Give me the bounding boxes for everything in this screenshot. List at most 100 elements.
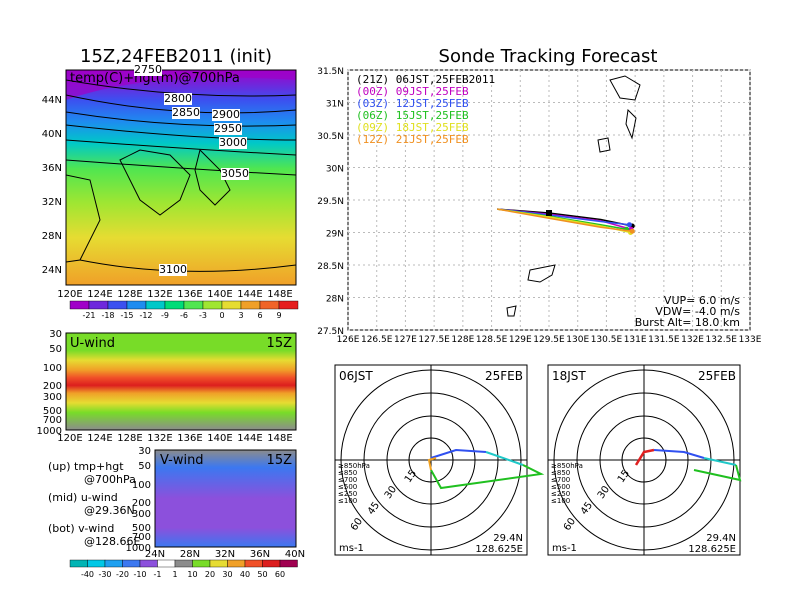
colorbar-label: -3 <box>199 311 207 320</box>
lat-tick-label: 32N <box>42 197 62 208</box>
map-lat-ticks: 44N 40N 36N 32N 28N 24N <box>42 95 62 276</box>
map-lon-ticks: 120E 124E 128E 132E 136E 140E 144E 148E <box>57 289 292 300</box>
lat-tick-label: 28N <box>326 295 344 305</box>
contour-label: 3050 <box>221 167 249 180</box>
pressure-tick-label: 300 <box>43 392 62 403</box>
contour-label: 2950 <box>214 122 242 135</box>
lon-tick-label: 128E <box>117 289 142 300</box>
wind-trace <box>485 451 524 466</box>
contour-label-bg <box>212 109 240 121</box>
wind-colorbar-swatch <box>279 559 298 568</box>
wind-trace <box>693 464 742 482</box>
wind-colorbar-label: 40 <box>240 570 250 579</box>
wind-colorbar-swatch <box>174 559 193 568</box>
wind-trace <box>634 448 655 466</box>
level-legend-entry: ≤100 <box>338 497 357 505</box>
lon-tick-label: 120E <box>57 289 82 300</box>
lat-tick-label: 30N <box>326 165 344 175</box>
lon-tick-label: 144E <box>237 433 262 444</box>
lon-tick-label: 128E <box>117 433 142 444</box>
lon-tick-label: 120E <box>57 433 82 444</box>
contour-label: 2750 <box>134 63 162 76</box>
lat-tick-label: 29N <box>326 230 344 240</box>
colorbar-swatch <box>69 300 90 310</box>
legend-note-line1: (up) tmp+hgt <box>48 460 124 473</box>
wind-colorbar-swatch <box>87 559 106 568</box>
legend-notes: (up) tmp+hgt@700hPa (mid) u-wind@29.36N (b… <box>48 460 140 548</box>
wind-trace <box>430 464 545 490</box>
level-legend-entry: ≤250 <box>551 490 570 498</box>
legend-note-line1: (mid) u-wind <box>48 491 118 504</box>
v-wind-field <box>155 450 296 547</box>
lon-tick-label: 140E <box>207 289 232 300</box>
colorbar-swatch <box>88 300 109 310</box>
colorbar-label: 3 <box>238 311 243 320</box>
run-legend-entry: (06Z) 15JST,25FEB <box>356 109 469 122</box>
level-legend-entry: ≤700 <box>338 476 357 484</box>
polar-unit: ms-1 <box>339 543 364 554</box>
wind-colorbar-label: 30 <box>222 570 232 579</box>
wind-colorbar-swatch <box>157 559 176 568</box>
wind-colorbar-swatch <box>69 559 88 568</box>
lat-tick-label: 36N <box>42 163 62 174</box>
wind-colorbar-label: 10 <box>187 570 197 579</box>
colorbar-label: 9 <box>276 311 281 320</box>
colorbar-label: -21 <box>82 311 95 320</box>
lon-tick-label: 128E <box>451 335 474 345</box>
wind-colorbar-swatch <box>227 559 246 568</box>
contour-label-bg <box>134 64 162 76</box>
contour-label: 2800 <box>164 92 192 105</box>
wind-trace <box>703 457 737 466</box>
level-legend-entry: ≤100 <box>551 497 570 505</box>
colorbar-label: -12 <box>139 311 152 320</box>
run-legend-entry: (12Z) 21JST,25FEB <box>356 133 469 146</box>
lon-tick-label: 129.5E <box>533 335 565 345</box>
sonde-track-line <box>497 208 633 232</box>
pressure-tick-label: 100 <box>132 480 151 491</box>
wind-colorbar-swatch <box>192 559 211 568</box>
run-legend-entry: (09Z) 18JST,25FEB <box>356 121 469 134</box>
pressure-tick-label: 700 <box>43 415 62 426</box>
lon-tick-label: 132E <box>681 335 704 345</box>
lon-tick-label: 127E <box>394 335 417 345</box>
pressure-tick-label: 50 <box>49 344 62 355</box>
contour-label: 2850 <box>172 106 200 119</box>
pressure-tick-label: 1000 <box>126 543 151 554</box>
polar-date: 25FEB <box>485 369 523 383</box>
lat-tick-label: 32N <box>215 549 235 560</box>
lat-tick-label: 28N <box>180 549 200 560</box>
wind-trace <box>430 448 487 459</box>
wind-colorbar: -40 -30 -20 -10 -1 1 10 20 30 40 50 60 <box>69 559 298 579</box>
wind-colorbar-swatch <box>122 559 141 568</box>
tracking-legend: (21Z) 06JST,25FEB2011(00Z) 09JST,25FEB(0… <box>356 73 495 146</box>
pressure-tick-label: 300 <box>132 509 151 520</box>
colorbar-swatch <box>278 300 299 310</box>
wind-colorbar-label: -20 <box>116 570 129 579</box>
lat-tick-label: 29.5N <box>317 197 344 207</box>
polar-date: 25FEB <box>698 369 736 383</box>
wind-colorbar-label: -30 <box>98 570 111 579</box>
contour-label: 3100 <box>159 263 187 276</box>
wind-colorbar-label: -10 <box>133 570 146 579</box>
polar-time: 18JST <box>552 369 586 383</box>
colorbar-label: 6 <box>257 311 262 320</box>
wind-colorbar-swatch <box>139 559 158 568</box>
colorbar-swatch <box>240 300 261 310</box>
wind-trace <box>427 457 437 471</box>
lon-tick-label: 148E <box>267 289 292 300</box>
lon-tick-label: 131E <box>624 335 647 345</box>
islands <box>506 75 641 317</box>
pressure-tick-label: 30 <box>49 329 62 340</box>
lat-tick-label: 28N <box>42 231 62 242</box>
wind-colorbar-swatch <box>209 559 228 568</box>
lon-tick-label: 130.5E <box>591 335 623 345</box>
colorbar-swatch <box>259 300 280 310</box>
lon-tick-label: 144E <box>237 289 262 300</box>
wind-trace <box>653 449 705 459</box>
level-legend-entry: ≤500 <box>551 483 570 491</box>
tracking-lat-ticks: 31.5N 31N 30.5N 30N 29.5N 29N 28.5N 28N 27.5N <box>317 67 344 337</box>
lat-tick-label: 31N <box>326 100 344 110</box>
pressure-tick-label: 700 <box>132 532 151 543</box>
level-legend-entry: ≤850 <box>338 469 357 477</box>
colorbar-swatch <box>221 300 242 310</box>
